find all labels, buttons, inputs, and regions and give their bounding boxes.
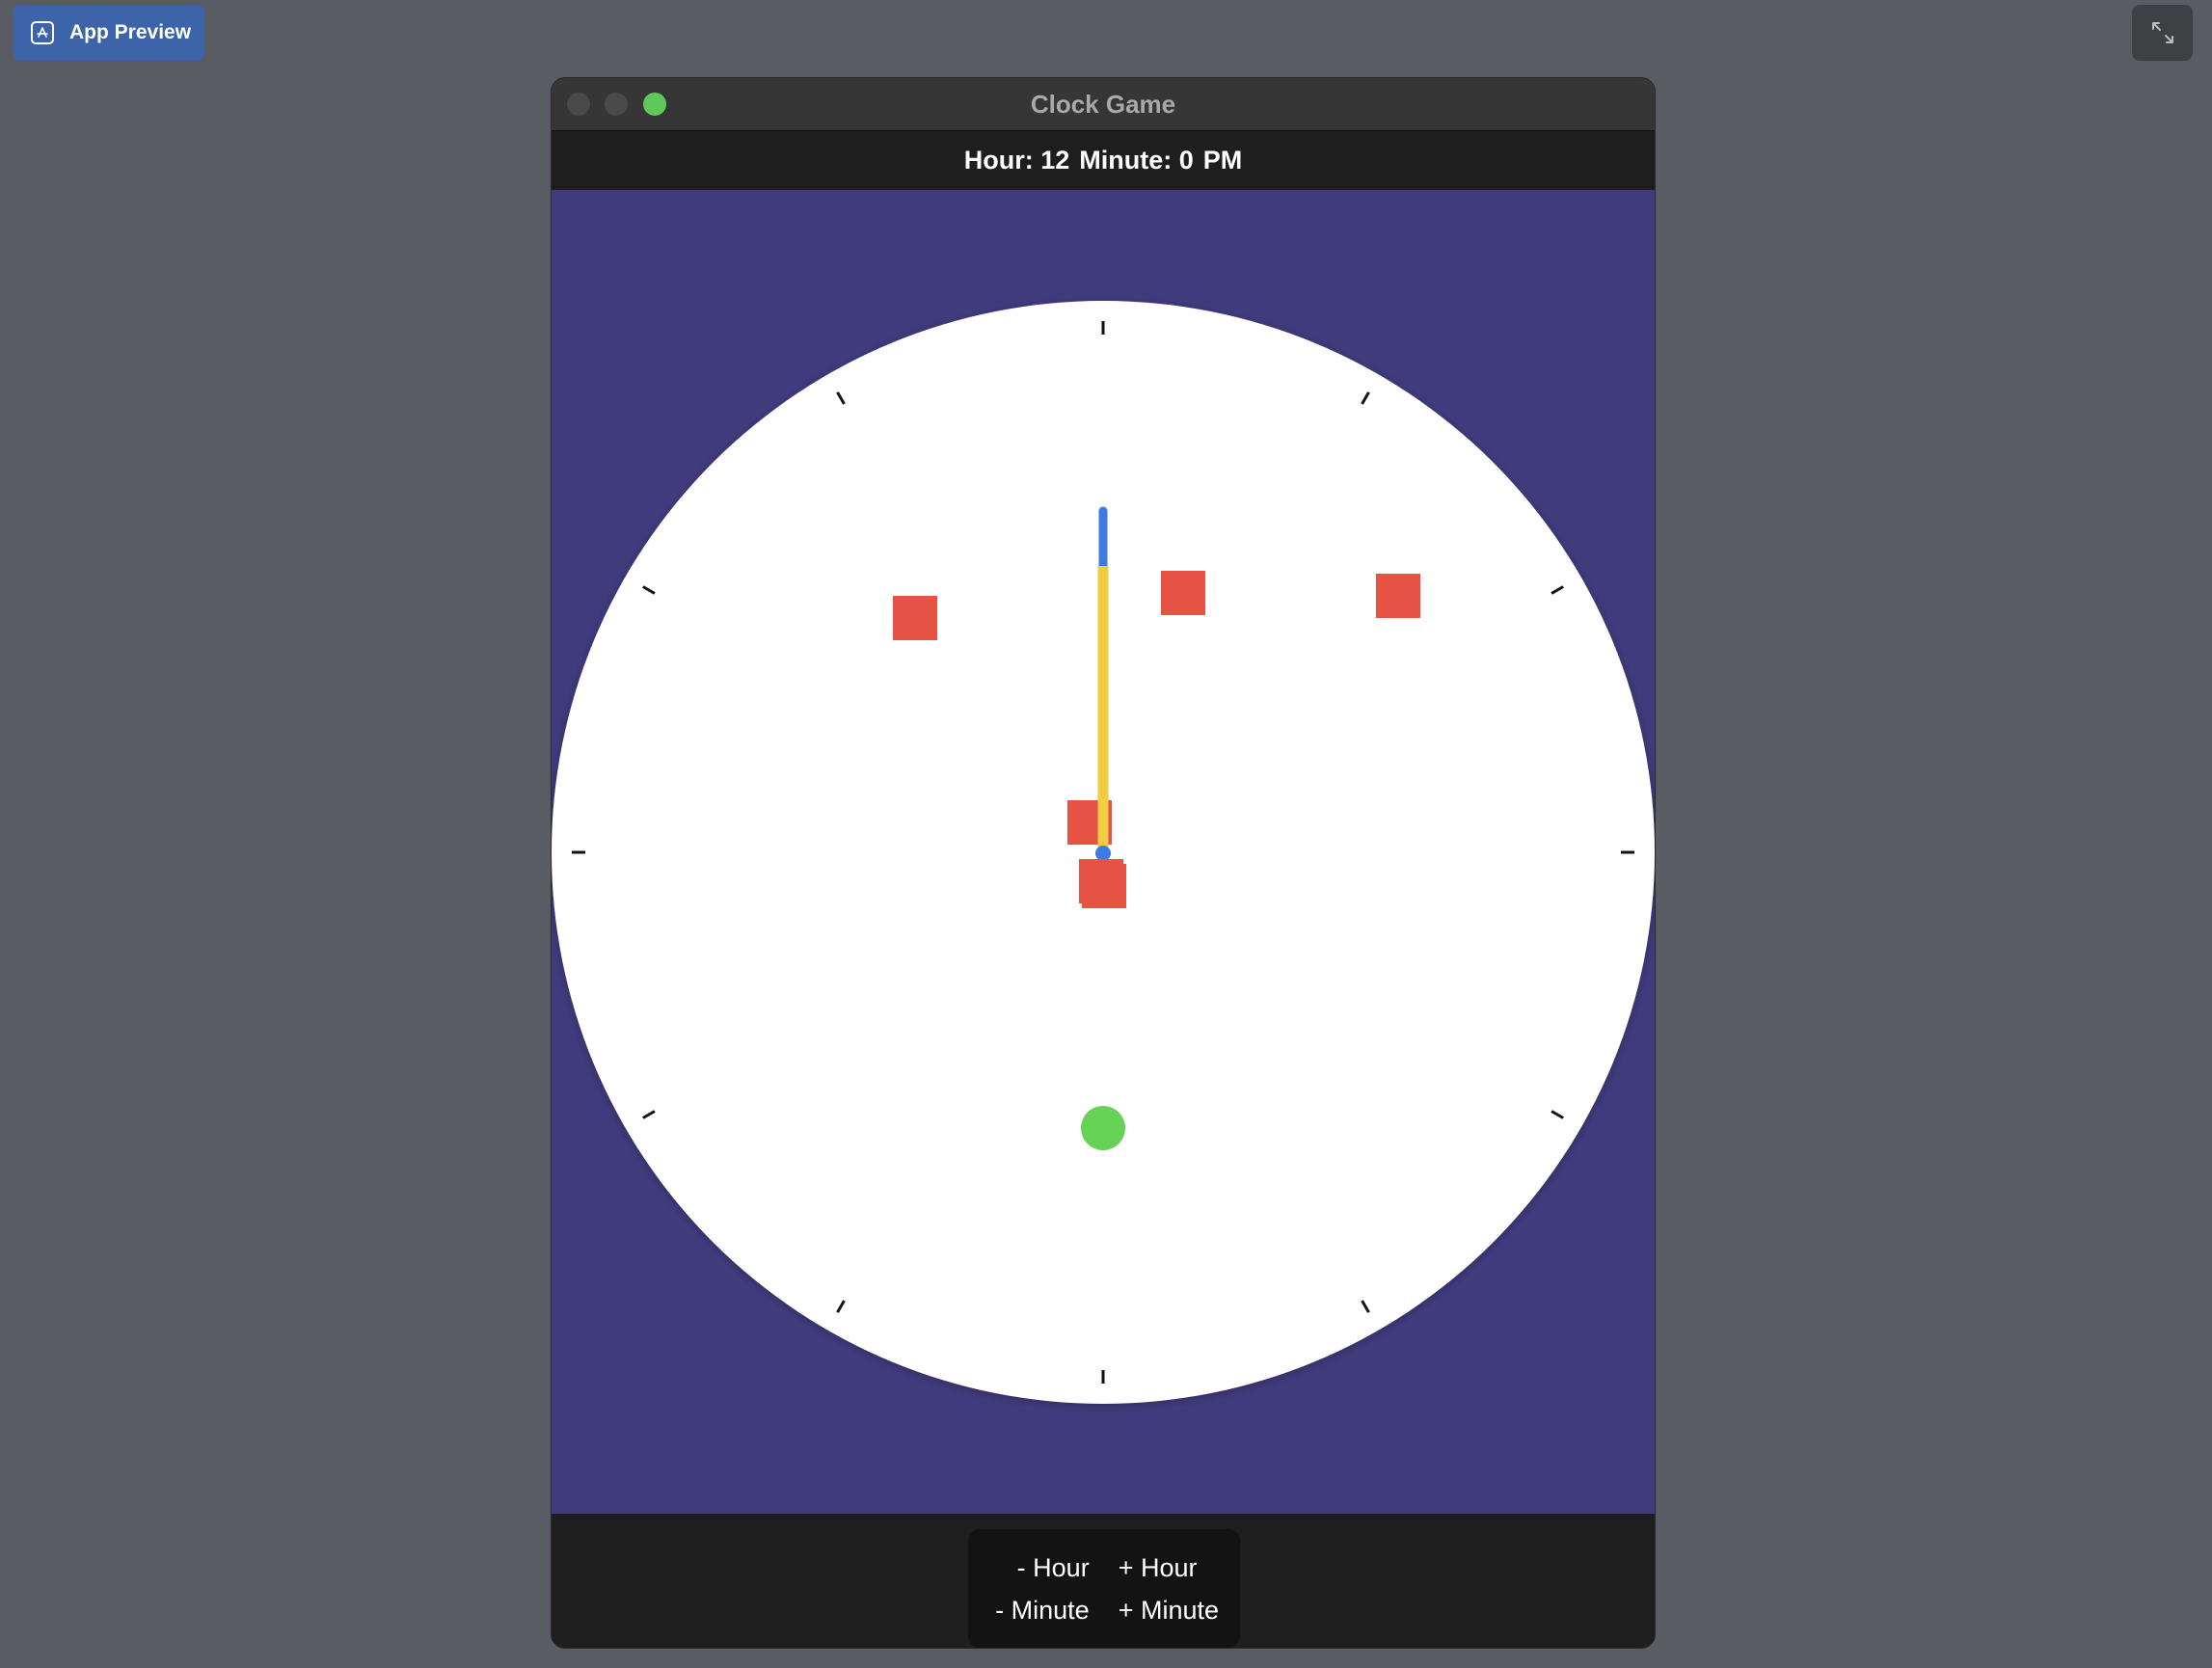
expand-button[interactable] (2132, 5, 2193, 61)
clock-tick (642, 585, 656, 595)
close-button[interactable] (567, 93, 590, 116)
hour-readout: Hour: 12 (963, 145, 1070, 175)
minimize-button[interactable] (605, 93, 628, 116)
zoom-button[interactable] (643, 93, 666, 116)
time-status-bar: Hour: 12 Minute: 0 PM (552, 131, 1655, 189)
target-dot (1081, 1106, 1125, 1150)
obstacle-square (1082, 864, 1126, 908)
obstacle-square (1161, 571, 1205, 615)
plus-hour-button[interactable]: + Hour (1118, 1552, 1198, 1582)
expand-icon (2151, 22, 2173, 43)
clock-hub (1095, 846, 1111, 861)
clock-canvas (552, 301, 1655, 1404)
clock-tick (1551, 1110, 1564, 1119)
title-bar: Clock Game (552, 78, 1655, 131)
obstacles (893, 571, 1420, 845)
clock-tick (1361, 391, 1370, 405)
clock-ticks (572, 321, 1634, 1384)
clock-tick (642, 1110, 656, 1119)
plus-minute-button[interactable]: + Minute (1118, 1595, 1219, 1625)
clock-tick (1551, 585, 1564, 595)
game-area (552, 190, 1655, 1514)
minus-minute-button[interactable]: - Minute (995, 1595, 1090, 1625)
app-preview-badge[interactable]: App Preview (13, 5, 204, 61)
controls-panel: - Hour + Hour - Minute + Minute (968, 1529, 1240, 1648)
clock-tick (1361, 1300, 1370, 1313)
minute-readout: Minute: 0 (1079, 145, 1194, 175)
clock-tick (836, 1300, 846, 1313)
app-window: Clock Game Hour: 12 Minute: 0 PM - Hour (552, 78, 1655, 1648)
period-readout: PM (1202, 145, 1243, 175)
app-store-icon (31, 21, 54, 44)
window-title: Clock Game (1030, 90, 1176, 119)
app-preview-label: App Preview (69, 21, 192, 43)
minus-hour-button[interactable]: - Hour (1016, 1552, 1090, 1582)
clock-tick (836, 391, 846, 405)
obstacle-square (893, 596, 937, 640)
controls-bar: - Hour + Hour - Minute + Minute (552, 1514, 1655, 1648)
obstacle-square (1376, 574, 1420, 618)
